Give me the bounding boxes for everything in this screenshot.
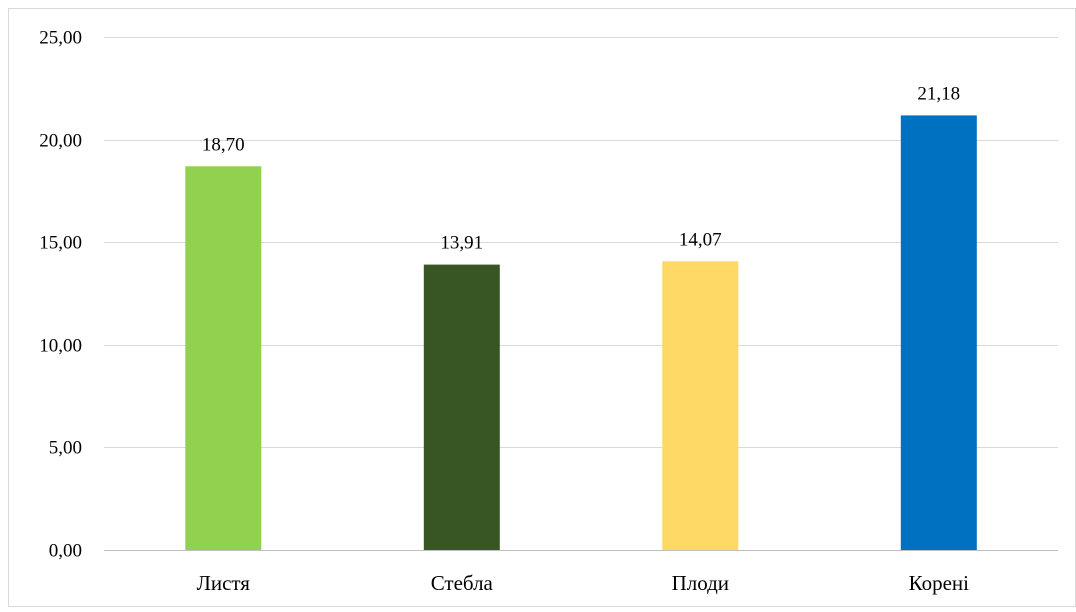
data-label: 21,18 [917,83,960,104]
y-tick-label: 25,00 [39,28,82,49]
bar-1 [185,166,262,551]
y-tick-label: 10,00 [39,336,82,357]
data-label: 13,91 [440,233,483,254]
x-tick-label: Корені [909,571,970,595]
data-label: 18,70 [202,134,245,155]
data-label: 14,07 [679,229,722,250]
data-labels: 18,70 13,91 14,07 21,18 [202,83,960,253]
x-axis-labels: Листя Стебла Плоди Корені [197,571,970,595]
bar-3 [662,261,739,550]
x-tick-label: Стебла [431,571,494,595]
gridlines [104,37,1058,551]
bar-2 [423,264,500,550]
y-axis-labels: 0,00 5,00 10,00 15,00 20,00 25,00 [39,28,82,562]
y-tick-label: 0,00 [49,541,82,562]
bar-4 [900,115,977,551]
bars [185,115,977,551]
x-tick-label: Плоди [672,571,729,595]
y-tick-label: 5,00 [49,438,82,459]
y-tick-label: 15,00 [39,233,82,254]
x-tick-label: Листя [197,571,251,595]
y-tick-label: 20,00 [39,131,82,152]
